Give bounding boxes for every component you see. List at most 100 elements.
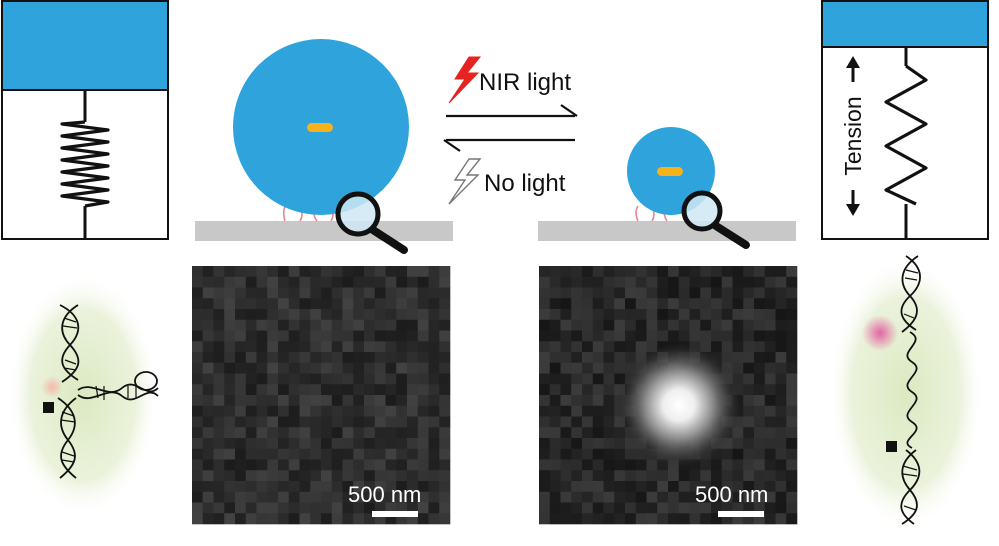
noise-pixel (213, 481, 225, 493)
noise-pixel (331, 405, 343, 417)
noise-pixel (732, 513, 744, 525)
noise-pixel (549, 448, 561, 460)
noise-pixel (310, 416, 322, 428)
noise-pixel (342, 287, 354, 299)
noise-pixel (539, 266, 551, 278)
noise-pixel (267, 502, 279, 514)
noise-pixel (689, 481, 701, 493)
noise-pixel (310, 438, 322, 450)
noise-pixel (754, 502, 766, 514)
noise-pixel (625, 352, 637, 364)
noise-pixel (192, 330, 204, 342)
noise-pixel (202, 330, 214, 342)
noise-pixel (635, 330, 647, 342)
noise-pixel (364, 438, 376, 450)
noise-pixel (614, 266, 626, 278)
noise-pixel (331, 416, 343, 428)
noise-pixel (385, 427, 397, 439)
noise-pixel (625, 287, 637, 299)
noise-pixel (754, 438, 766, 450)
noise-pixel (775, 341, 787, 353)
noise-pixel (417, 416, 429, 428)
noise-pixel (374, 266, 386, 278)
noise-pixel (539, 427, 551, 439)
noise-pixel (245, 405, 257, 417)
noise-pixel (614, 362, 626, 374)
noise-pixel (614, 352, 626, 364)
noise-pixel (743, 352, 755, 364)
noise-pixel (256, 481, 268, 493)
noise-pixel (299, 513, 311, 525)
magnifier-icon (335, 191, 408, 254)
noise-pixel (396, 427, 408, 439)
noise-pixel (603, 373, 615, 385)
noise-pixel (582, 319, 594, 331)
noise-pixel (256, 298, 268, 310)
noise-pixel (353, 416, 365, 428)
noise-pixel (385, 384, 397, 396)
noise-pixel (407, 438, 419, 450)
noise-pixel (700, 309, 712, 321)
noise-pixel (764, 427, 776, 439)
noise-pixel (310, 405, 322, 417)
noise-pixel (224, 309, 236, 321)
noise-pixel (364, 384, 376, 396)
noise-pixel (310, 502, 322, 514)
noise-pixel (299, 276, 311, 288)
noise-pixel (539, 362, 551, 374)
noise-pixel (549, 319, 561, 331)
noise-pixel (396, 491, 408, 503)
noise-pixel (764, 266, 776, 278)
noise-pixel (754, 319, 766, 331)
noise-pixel (592, 276, 604, 288)
noise-pixel (299, 448, 311, 460)
noise-pixel (428, 427, 440, 439)
noise-pixel (732, 481, 744, 493)
noise-pixel (732, 470, 744, 482)
noise-pixel (582, 481, 594, 493)
noise-pixel (353, 309, 365, 321)
noise-pixel (256, 266, 268, 278)
noise-pixel (396, 438, 408, 450)
noise-pixel (417, 481, 429, 493)
noise-pixel (256, 470, 268, 482)
noise-pixel (635, 341, 647, 353)
noise-pixel (342, 341, 354, 353)
noise-pixel (571, 481, 583, 493)
noise-pixel (396, 298, 408, 310)
noise-pixel (310, 309, 322, 321)
noise-pixel (743, 266, 755, 278)
noise-pixel (428, 502, 440, 514)
noise-pixel (657, 319, 669, 331)
noise-pixel (603, 491, 615, 503)
noise-pixel (775, 266, 787, 278)
noise-pixel (278, 491, 290, 503)
noise-pixel (342, 470, 354, 482)
noise-pixel (235, 438, 247, 450)
noise-pixel (539, 416, 551, 428)
noise-pixel (635, 298, 647, 310)
noise-pixel (678, 298, 690, 310)
noise-pixel (213, 459, 225, 471)
noise-pixel (374, 513, 386, 525)
noise-pixel (657, 481, 669, 493)
noise-pixel (385, 319, 397, 331)
noise-pixel (614, 513, 626, 525)
noise-pixel (614, 502, 626, 514)
noise-pixel (321, 319, 333, 331)
noise-pixel (385, 502, 397, 514)
noise-pixel (635, 491, 647, 503)
noise-pixel (267, 448, 279, 460)
noise-pixel (192, 427, 204, 439)
noise-pixel (603, 502, 615, 514)
noise-pixel (764, 309, 776, 321)
noise-pixel (342, 459, 354, 471)
noise-pixel (321, 276, 333, 288)
noise-pixel (417, 459, 429, 471)
noise-pixel (711, 330, 723, 342)
microscopy-left: 500 nm (192, 266, 451, 525)
noise-pixel (711, 298, 723, 310)
noise-pixel (407, 448, 419, 460)
noise-pixel (539, 319, 551, 331)
noise-pixel (582, 362, 594, 374)
